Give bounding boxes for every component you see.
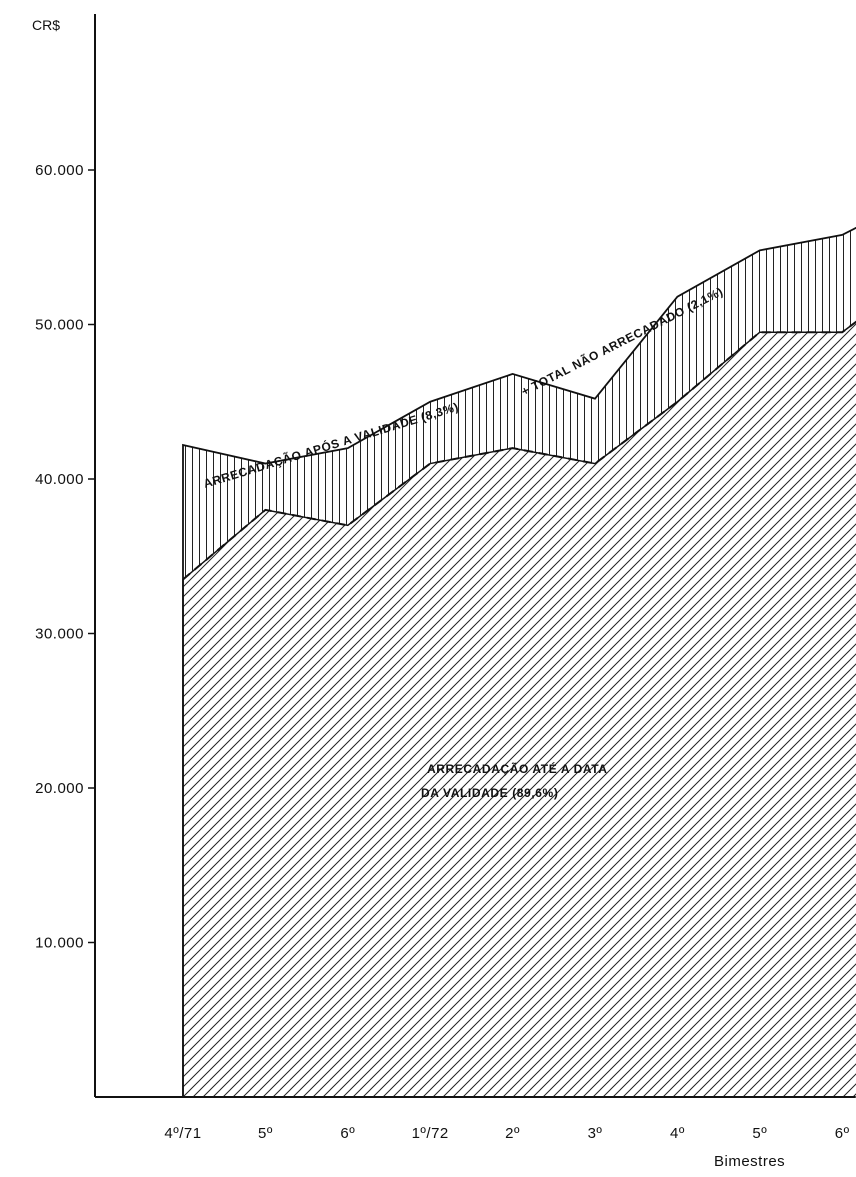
x-tick-label: 5º [258, 1125, 273, 1142]
y-tick-label: 10.000 [35, 935, 84, 952]
y-tick-label: 60.000 [35, 162, 84, 179]
x-tick-label: 5º [752, 1125, 767, 1142]
x-tick-label: 4º [670, 1125, 685, 1142]
y-tick-label: 40.000 [35, 471, 84, 488]
y-tick-label: 30.000 [35, 626, 84, 643]
x-tick-label: 2º [505, 1125, 520, 1142]
upper-band-area [183, 227, 856, 580]
x-axis-label: Bimestres [714, 1153, 785, 1170]
x-tick-label: 3º [588, 1125, 603, 1142]
y-tick-labels: 10.000 20.000 30.000 40.000 50.000 60.000 [35, 162, 95, 952]
lower-area-annotation-line1: ARRECADAÇÃO ATÉ A DATA [427, 761, 608, 776]
y-tick-label: 20.000 [35, 780, 84, 797]
upper-series-line [182, 226, 856, 1097]
x-tick-label: 4º/71 [164, 1125, 201, 1142]
dashed-boundary-line [182, 320, 856, 581]
y-axis-label: CR$ [32, 17, 60, 33]
x-tick-label: 1º/72 [412, 1125, 449, 1142]
y-tick-label: 50.000 [35, 317, 84, 334]
x-tick-label: 6º [340, 1125, 355, 1142]
lower-area-annotation-line2: DA VALIDADE (89,6%) [421, 786, 558, 800]
x-tick-label: 6º [835, 1125, 850, 1142]
